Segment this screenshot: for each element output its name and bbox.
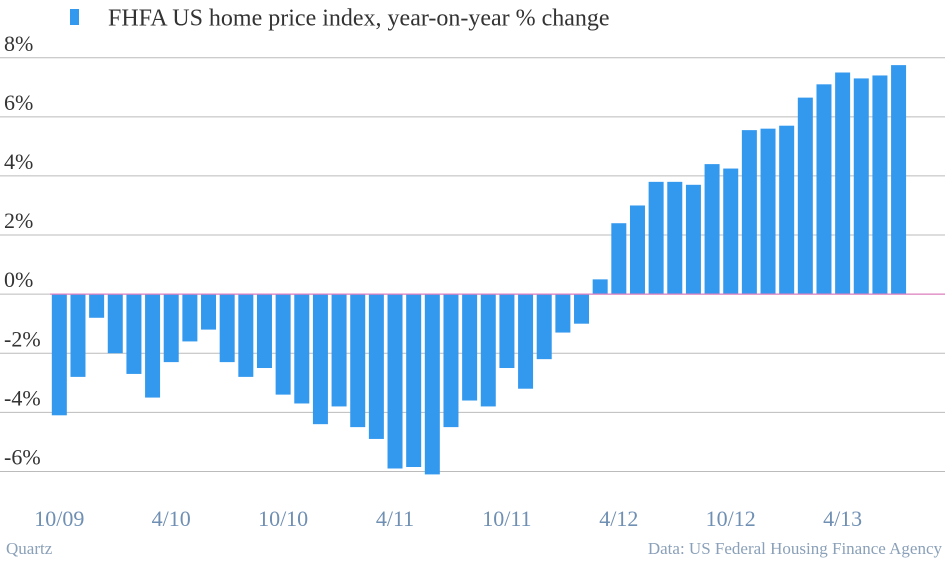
bar	[312, 294, 328, 425]
x-tick-label: 4/11	[376, 506, 414, 531]
y-tick-label: 0%	[4, 267, 33, 292]
x-tick-label: 4/13	[823, 506, 862, 531]
source: Data: US Federal Housing Finance Agency	[648, 539, 943, 558]
x-tick-label: 4/10	[152, 506, 191, 531]
bar	[518, 294, 534, 389]
bar	[667, 181, 683, 295]
bar	[238, 294, 254, 377]
y-tick-label: -2%	[4, 326, 41, 351]
bar	[480, 294, 496, 407]
bar	[779, 125, 795, 295]
y-tick-label: 4%	[4, 149, 33, 174]
bar	[70, 294, 86, 377]
y-tick-label: -4%	[4, 385, 41, 410]
x-tick-label: 10/10	[258, 506, 308, 531]
y-tick-label: 2%	[4, 208, 33, 233]
bar	[406, 294, 422, 468]
bar	[797, 97, 813, 295]
bar	[592, 279, 608, 295]
bar	[145, 294, 161, 398]
bar	[835, 72, 851, 295]
bar	[256, 294, 272, 369]
bar	[219, 294, 235, 363]
bar	[685, 184, 701, 295]
bar	[201, 294, 217, 330]
bar	[574, 294, 590, 324]
bar	[368, 294, 384, 439]
bar	[294, 294, 310, 404]
y-tick-label: -6%	[4, 444, 41, 469]
bar	[611, 223, 627, 295]
x-tick-label: 10/11	[482, 506, 531, 531]
bar	[760, 128, 776, 295]
bar	[555, 294, 571, 333]
bar	[536, 294, 552, 360]
bar	[629, 205, 645, 295]
bar	[741, 130, 757, 295]
bar	[891, 65, 907, 295]
x-tick-label: 4/12	[599, 506, 638, 531]
bar	[331, 294, 347, 407]
bar	[163, 294, 179, 363]
bar	[704, 164, 720, 295]
bar	[182, 294, 198, 342]
bar	[51, 294, 67, 416]
bar	[350, 294, 366, 428]
legend-swatch	[70, 9, 79, 25]
legend-label: FHFA US home price index, year-on-year %…	[108, 6, 610, 32]
bar	[872, 75, 888, 295]
bar	[443, 294, 459, 428]
bar	[424, 294, 440, 475]
bar	[275, 294, 291, 395]
bar	[107, 294, 123, 354]
bar	[387, 294, 403, 469]
bar	[648, 181, 664, 295]
bar	[462, 294, 478, 401]
bar	[816, 84, 832, 295]
bar	[126, 294, 142, 374]
bar	[853, 78, 869, 295]
bar	[89, 294, 105, 318]
x-tick-label: 10/09	[34, 506, 84, 531]
y-tick-label: 6%	[4, 90, 33, 115]
y-tick-label: 8%	[4, 31, 33, 56]
credit: Quartz	[6, 539, 53, 558]
bar	[723, 168, 739, 295]
bar	[499, 294, 515, 369]
x-tick-label: 10/12	[706, 506, 756, 531]
